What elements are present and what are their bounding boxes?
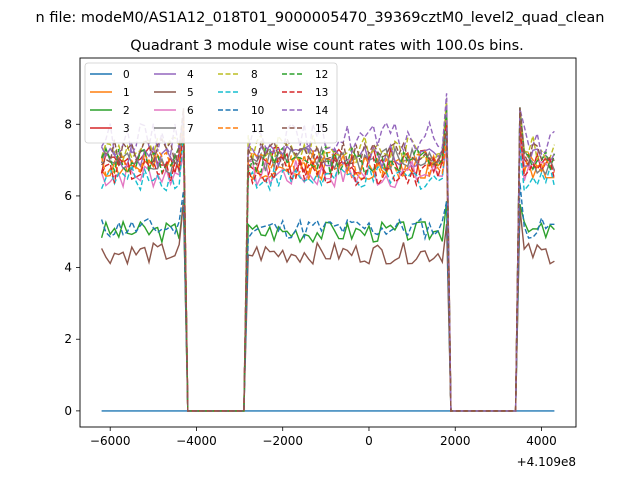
x-tick-label: −6000: [90, 434, 131, 448]
y-tick-label: 8: [64, 117, 72, 131]
series-layer: [100, 93, 556, 412]
x-tick-label: −2000: [262, 434, 303, 448]
legend-box: [84, 62, 338, 144]
legend-label-0: 0: [123, 69, 130, 81]
legend-label-15: 15: [315, 123, 328, 135]
legend-label-14: 14: [315, 105, 329, 117]
legend-label-1: 1: [123, 87, 130, 99]
legend-label-6: 6: [187, 105, 194, 117]
legend-label-3: 3: [123, 123, 130, 135]
legend-label-2: 2: [123, 105, 130, 117]
legend-label-7: 7: [187, 123, 194, 135]
y-tick-label: 2: [64, 332, 72, 346]
y-tick-label: 0: [64, 404, 72, 418]
legend-label-12: 12: [315, 69, 328, 81]
legend-label-11: 11: [251, 123, 264, 135]
chart-title: Quadrant 3 module wise count rates with …: [130, 38, 524, 54]
x-tick-label: −4000: [176, 434, 217, 448]
legend-label-5: 5: [187, 87, 194, 99]
x-axis: −6000 −4000 −2000 0 2000 4000: [90, 427, 557, 448]
x-tick-label: 2000: [440, 434, 471, 448]
legend-label-9: 9: [251, 87, 258, 99]
axes-frame: [79, 57, 577, 428]
figure-suptitle: n file: modeM0/AS1A12_018T01_9000005470_…: [36, 10, 605, 26]
x-tick-label: 4000: [526, 434, 557, 448]
y-tick-label: 6: [64, 189, 72, 203]
axes-spines: [79, 57, 577, 428]
x-tick-label: 0: [365, 434, 373, 448]
series-line-15: [101, 107, 555, 412]
legend-label-4: 4: [187, 69, 194, 81]
legend-label-8: 8: [251, 69, 258, 81]
legend-label-10: 10: [251, 105, 264, 117]
y-tick-label: 4: [64, 261, 72, 275]
y-axis: 0 2 4 6 8: [64, 117, 80, 418]
legend-label-13: 13: [315, 87, 328, 99]
x-axis-offset-label: +4.109e8: [517, 455, 576, 469]
